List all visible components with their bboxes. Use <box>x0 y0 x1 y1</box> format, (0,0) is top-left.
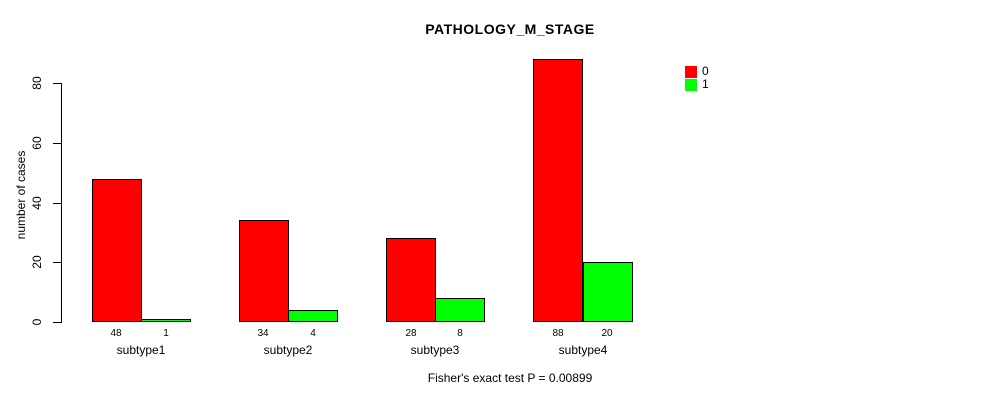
bar-value-label: 34 <box>257 328 269 339</box>
y-tick-label: 40 <box>30 196 44 210</box>
y-tick-label: 20 <box>30 255 44 269</box>
x-category-label: subtype4 <box>558 343 608 357</box>
bar-series-0-subtype2 <box>239 220 289 322</box>
bar-series-1-subtype4 <box>583 262 633 322</box>
y-tick-mark <box>53 143 61 144</box>
y-tick-mark <box>53 322 61 323</box>
bar-value-label: 28 <box>405 328 417 339</box>
y-axis-label: number of cases <box>14 150 28 240</box>
legend-label: 1 <box>702 77 709 91</box>
bar-series-0-subtype1 <box>92 179 142 322</box>
legend-label: 0 <box>702 64 709 78</box>
y-axis-line <box>61 83 62 323</box>
x-category-label: subtype2 <box>263 343 313 357</box>
bar-series-1-subtype2 <box>288 310 338 322</box>
y-tick-label: 0 <box>30 318 44 326</box>
y-tick-mark <box>53 83 61 84</box>
bar-value-label: 88 <box>552 328 564 339</box>
x-category-label: subtype3 <box>410 343 460 357</box>
bar-value-label: 48 <box>110 328 122 339</box>
legend-swatch <box>685 78 697 91</box>
x-category-label: subtype1 <box>116 343 166 357</box>
y-tick-label: 80 <box>30 76 44 90</box>
bar-series-1-subtype1 <box>141 319 191 322</box>
legend-entry: 1 <box>685 78 709 91</box>
legend-swatch <box>685 65 697 78</box>
bar-series-0-subtype3 <box>386 238 436 322</box>
y-tick-label: 60 <box>30 136 44 150</box>
bar-value-label: 4 <box>310 328 316 339</box>
bar-series-1-subtype3 <box>435 298 485 322</box>
bar-value-label: 20 <box>601 328 613 339</box>
annotation-text: Fisher's exact test P = 0.00899 <box>427 371 593 385</box>
bar-value-label: 1 <box>163 328 169 339</box>
y-tick-mark <box>53 262 61 263</box>
legend-entry: 0 <box>685 65 709 78</box>
bar-series-0-subtype4 <box>533 59 583 322</box>
y-tick-mark <box>53 203 61 204</box>
bar-value-label: 8 <box>457 328 463 339</box>
chart-title: PATHOLOGY_M_STAGE <box>425 21 595 37</box>
